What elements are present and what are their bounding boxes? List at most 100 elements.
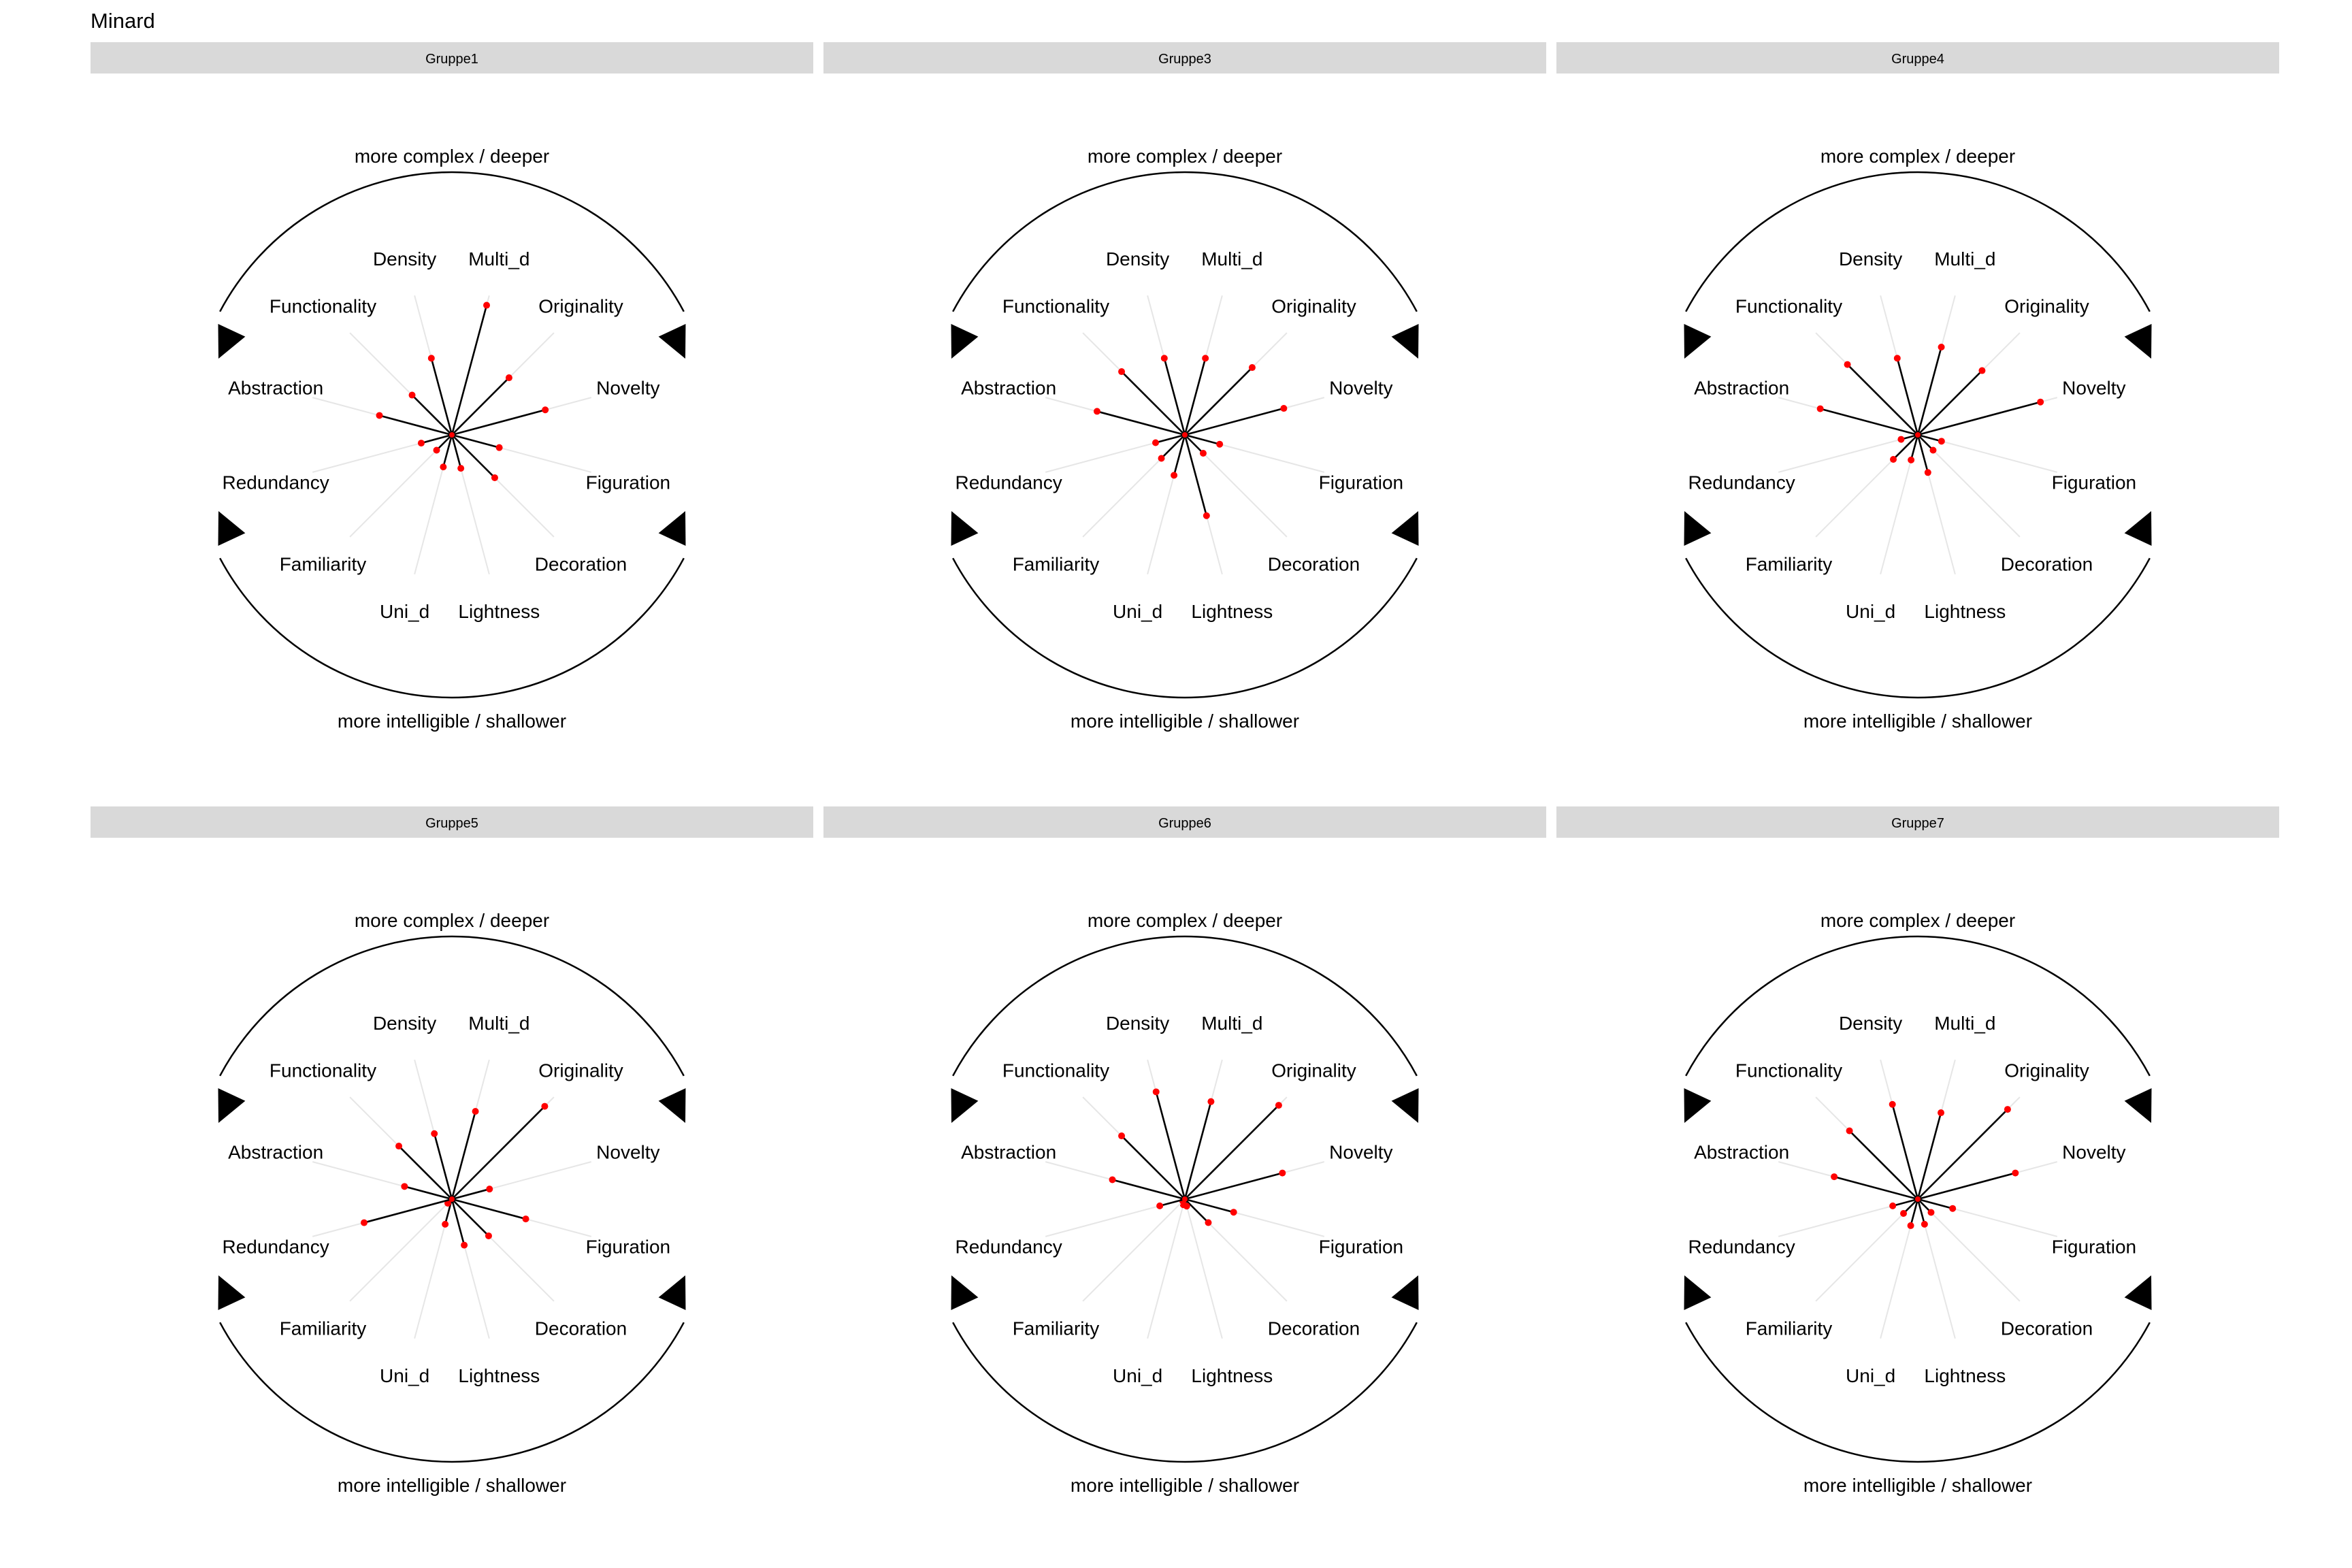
value-segment (451, 1105, 546, 1200)
value-point (1831, 1173, 1838, 1181)
value-segment (1173, 434, 1186, 476)
category-label: Redundancy (956, 1236, 1062, 1257)
value-point (1109, 1176, 1116, 1183)
category-label: Density (1106, 1013, 1169, 1034)
category-label: Figuration (2052, 1236, 2137, 1257)
category-label: Abstraction (1694, 378, 1789, 399)
value-segment (398, 1145, 453, 1200)
category-label: Decoration (2001, 554, 2093, 575)
value-segment (436, 434, 453, 451)
category-label: Abstraction (228, 378, 323, 399)
value-segment (1916, 434, 1929, 473)
value-point (1938, 1109, 1945, 1117)
panel-gruppe5: Gruppe5 more complex / deeper more intelli… (91, 806, 813, 1496)
value-segment (1155, 1091, 1186, 1200)
value-segment (1917, 401, 2041, 436)
category-label: Figuration (2052, 472, 2137, 493)
value-point (1230, 1209, 1237, 1216)
value-segment (1112, 1179, 1186, 1200)
value-point (1118, 1132, 1126, 1140)
value-segment (1184, 434, 1220, 445)
guide-line (1082, 1198, 1186, 1302)
upper-right-arrowhead (2124, 1088, 2152, 1123)
facet-strip (823, 42, 1546, 74)
category-label: Multi_d (1934, 1013, 1995, 1034)
value-segment (1184, 1198, 1235, 1213)
category-label: Uni_d (1846, 1365, 1895, 1386)
category-label: Uni_d (380, 601, 429, 622)
value-point (1160, 355, 1168, 362)
value-point (2004, 1106, 2011, 1113)
facet-strip-label: Gruppe7 (1891, 816, 1944, 831)
category-label: Redundancy (1688, 472, 1795, 493)
value-point (486, 1186, 493, 1193)
origin-point (449, 432, 455, 438)
top-caption: more complex / deeper (355, 146, 549, 167)
upper-left-arrowhead (218, 324, 246, 359)
category-label: Figuration (1319, 1236, 1404, 1257)
top-caption: more complex / deeper (1820, 146, 2015, 167)
value-point (395, 1143, 403, 1150)
category-label: Multi_d (468, 248, 529, 270)
category-label: Novelty (2062, 378, 2125, 399)
category-label: Functionality (1002, 295, 1109, 316)
category-label: Decoration (2001, 1318, 2093, 1339)
value-point (542, 406, 549, 414)
lower-right-arrowhead (658, 511, 686, 546)
top-caption: more complex / deeper (1088, 910, 1282, 931)
origin-point (1915, 1196, 1921, 1202)
guide-line (1917, 1198, 2021, 1302)
value-point (1908, 456, 1915, 463)
value-segment (404, 1186, 453, 1200)
value-point (1158, 455, 1165, 462)
category-label: Novelty (2062, 1142, 2125, 1163)
bottom-caption: more intelligible / shallower (1071, 710, 1299, 732)
category-label: Abstraction (1694, 1142, 1789, 1163)
value-segment (451, 305, 488, 436)
lower-arc (952, 557, 1418, 699)
value-segment (1892, 1198, 1918, 1207)
facet-strip-label: Gruppe5 (425, 816, 478, 831)
value-point (376, 412, 383, 419)
value-segment (442, 434, 453, 468)
value-point (1938, 343, 1945, 350)
value-point (431, 1130, 438, 1137)
category-label: Lightness (458, 601, 540, 622)
category-label: Originality (538, 1060, 623, 1081)
category-label: Lightness (1191, 601, 1273, 622)
value-segment (1910, 1198, 1919, 1226)
category-label: Redundancy (956, 472, 1062, 493)
guide-line (1184, 1198, 1223, 1339)
value-point (1890, 455, 1897, 463)
value-segment (1184, 407, 1284, 436)
origin-point (449, 1196, 455, 1202)
panel-gruppe7: Gruppe7 more complex / deeper more intelli… (1556, 806, 2279, 1496)
value-segment (1846, 363, 1918, 436)
category-label: Novelty (596, 1142, 659, 1163)
category-label: Density (373, 248, 436, 270)
value-point (1207, 1098, 1215, 1105)
category-label: Lightness (1924, 1365, 2006, 1386)
value-point (1927, 1209, 1935, 1216)
value-point (1929, 446, 1937, 454)
category-label: Figuration (586, 1236, 671, 1257)
value-point (1216, 440, 1224, 448)
value-point (1156, 1202, 1164, 1209)
bottom-caption: more intelligible / shallower (338, 710, 566, 732)
value-segment (1121, 1135, 1186, 1200)
value-point (1199, 449, 1207, 457)
value-segment (1910, 434, 1919, 461)
value-point (1907, 1222, 1914, 1229)
facet-strip-label: Gruppe6 (1158, 816, 1211, 831)
value-segment (451, 377, 510, 436)
value-point (440, 463, 447, 471)
value-point (1949, 1205, 1957, 1212)
guide-line (349, 1198, 453, 1302)
value-point (1203, 512, 1210, 519)
category-label: Originality (1271, 295, 1356, 316)
value-point (1893, 355, 1901, 362)
origin-point (1182, 432, 1188, 438)
value-point (457, 465, 465, 472)
value-point (1152, 1088, 1160, 1096)
value-point (495, 444, 503, 451)
